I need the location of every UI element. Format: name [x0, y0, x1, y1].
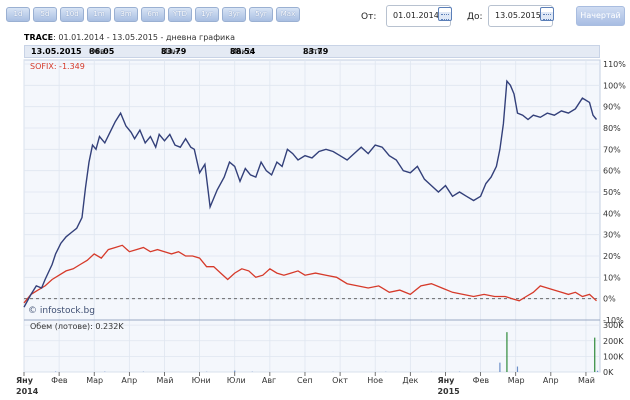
y-axis-ticks: -10% 0% 10% 20% 30% 40% 50% 60% 70% 80% 90% 100% 110… [603, 60, 626, 325]
ticker: TRACE [24, 33, 54, 42]
open-value: 86.05 [89, 47, 115, 56]
x-tick-label: Юли [227, 376, 246, 385]
x-tick-label: Мар [508, 376, 525, 385]
series-label-sofix: SOFIX: -1.349 [30, 62, 85, 71]
open-label: Отв: [89, 47, 108, 56]
range-button-1m[interactable]: 1m [87, 7, 111, 22]
max-label: Макс: [230, 47, 254, 56]
quote-date: 13.05.2015 [31, 47, 82, 56]
x-tick-year: 2015 [437, 387, 460, 396]
max-value: 88.54 [230, 47, 256, 56]
range-button-10d[interactable]: 10d [60, 7, 84, 22]
x-tick-label: Апр [543, 376, 559, 385]
range-button-max[interactable]: Max [276, 7, 300, 22]
volume-tick-label: 300K [603, 321, 624, 330]
chart-subtitle: : 01.01.2014 - 13.05.2015 - дневна графи… [53, 33, 235, 42]
x-tick-year: 2014 [16, 387, 39, 396]
volume-bar [234, 370, 236, 372]
y-tick-label: 50% [603, 188, 621, 197]
y-tick-label: 100% [603, 81, 626, 90]
range-button-5d[interactable]: 5d [33, 7, 57, 22]
y-tick-label: 70% [603, 145, 621, 154]
range-button-3m[interactable]: 3m [114, 7, 138, 22]
calendar-icon[interactable] [438, 7, 452, 21]
y-tick-label: 30% [603, 231, 621, 240]
volume-bar [516, 366, 519, 372]
y-tick-label: -10% [603, 316, 624, 325]
close-value: 83.79 [303, 47, 329, 56]
x-tick-label: Яну [16, 376, 34, 385]
y-tick-label: 20% [603, 252, 621, 261]
series-line-sofix [23, 244, 597, 304]
range-button-1yr[interactable]: 1yr [195, 7, 219, 22]
x-tick-label: Мар [86, 376, 103, 385]
chart-info-title: TRACE: 01.01.2014 - 13.05.2015 - дневна … [24, 33, 235, 42]
x-tick-label: Фев [473, 376, 490, 385]
x-tick-label: Дек [402, 376, 418, 385]
watermark: © infostock.bg [28, 306, 95, 316]
min-label: Мин: [161, 47, 182, 56]
y-tick-label: 110% [603, 60, 626, 69]
volume-bar [596, 370, 599, 372]
range-button-3yr[interactable]: 3yr [222, 7, 246, 22]
y-tick-label: 90% [603, 103, 621, 112]
min-value: 83.79 [161, 47, 187, 56]
from-label: От: [361, 12, 377, 22]
range-button-ytd[interactable]: YTD [168, 7, 192, 22]
x-tick-label: Ное [367, 376, 383, 385]
close-label: Затв: [303, 47, 326, 56]
volume-bars [55, 332, 599, 372]
x-axis-ticks: Яну 2014 Фев Мар Апр Май Юни Юли Авг Сеп Окт Ное Дек… [16, 372, 595, 396]
y-tick-label: 0% [603, 295, 616, 304]
volume-tick-label: 200K [603, 337, 624, 346]
volume-bar [499, 362, 501, 372]
x-tick-label: Сеп [297, 376, 313, 385]
x-tick-label: Апр [121, 376, 137, 385]
range-button-6m[interactable]: 6m [141, 7, 165, 22]
x-tick-label: Авг [262, 376, 276, 385]
volume-axis-ticks: 0K 100K 200K 300K [603, 321, 624, 377]
quote-bar: 13.05.2015 Отв: 86.05 Мин: 83.79 Макс: 8… [24, 45, 600, 58]
draw-button[interactable]: Начертай [576, 6, 625, 26]
x-tick-label: Окт [332, 376, 348, 385]
calendar-icon[interactable] [540, 7, 554, 21]
range-button-5yr[interactable]: 5yr [249, 7, 273, 22]
x-tick-label: Яну [437, 376, 455, 385]
y-tick-label: 60% [603, 167, 621, 176]
volume-bar [594, 337, 596, 372]
series-line-trace [23, 79, 598, 308]
volume-tick-label: 0K [603, 368, 614, 377]
to-label: До: [467, 12, 483, 22]
y-tick-label: 40% [603, 209, 621, 218]
x-tick-label: Юни [192, 376, 211, 385]
y-tick-label: 80% [603, 124, 621, 133]
x-tick-label: Фев [51, 376, 68, 385]
range-button-1d[interactable]: 1d [6, 7, 30, 22]
x-tick-label: Май [578, 376, 595, 385]
y-tick-label: 10% [603, 273, 621, 282]
toolbar: 1d 5d 10d 1m 3m 6m YTD 1yr 3yr 5yr Max От: 01.01.2… [0, 0, 630, 34]
x-tick-label: Май [156, 376, 173, 385]
volume-bar [506, 332, 508, 372]
volume-tick-label: 100K [603, 352, 624, 361]
volume-label: Обем (лотове): 0.232K [30, 322, 124, 331]
